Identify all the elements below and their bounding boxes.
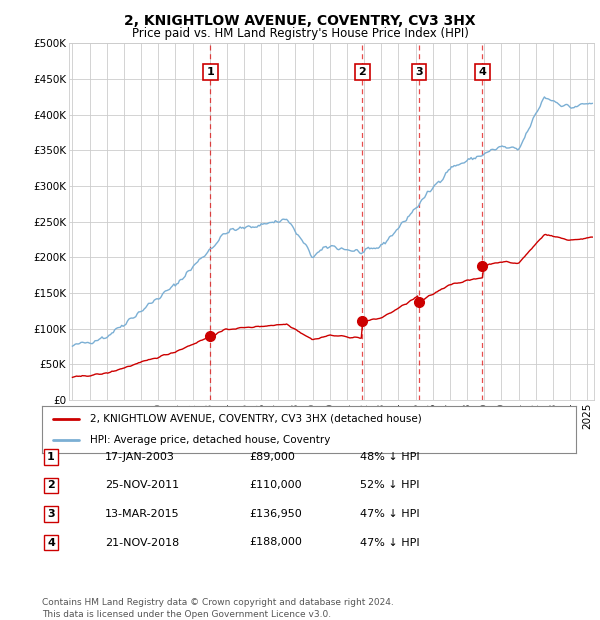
Text: 21-NOV-2018: 21-NOV-2018 <box>105 538 179 547</box>
Text: 4: 4 <box>479 67 487 77</box>
Text: 52% ↓ HPI: 52% ↓ HPI <box>360 480 419 490</box>
Text: 4: 4 <box>47 538 55 547</box>
Text: 1: 1 <box>47 452 55 462</box>
Text: Price paid vs. HM Land Registry's House Price Index (HPI): Price paid vs. HM Land Registry's House … <box>131 27 469 40</box>
Text: 2, KNIGHTLOW AVENUE, COVENTRY, CV3 3HX (detached house): 2, KNIGHTLOW AVENUE, COVENTRY, CV3 3HX (… <box>90 414 422 423</box>
Text: 2: 2 <box>47 480 55 490</box>
Text: 17-JAN-2003: 17-JAN-2003 <box>105 452 175 462</box>
Text: 3: 3 <box>415 67 423 77</box>
Text: 25-NOV-2011: 25-NOV-2011 <box>105 480 179 490</box>
Text: 47% ↓ HPI: 47% ↓ HPI <box>360 538 419 547</box>
Text: £188,000: £188,000 <box>249 538 302 547</box>
Text: 48% ↓ HPI: 48% ↓ HPI <box>360 452 419 462</box>
Text: 13-MAR-2015: 13-MAR-2015 <box>105 509 179 519</box>
Text: £110,000: £110,000 <box>249 480 302 490</box>
Text: 2: 2 <box>359 67 366 77</box>
Text: 47% ↓ HPI: 47% ↓ HPI <box>360 509 419 519</box>
Text: 2, KNIGHTLOW AVENUE, COVENTRY, CV3 3HX: 2, KNIGHTLOW AVENUE, COVENTRY, CV3 3HX <box>124 14 476 28</box>
Text: HPI: Average price, detached house, Coventry: HPI: Average price, detached house, Cove… <box>90 435 331 445</box>
Text: 1: 1 <box>206 67 214 77</box>
Text: £89,000: £89,000 <box>249 452 295 462</box>
Text: Contains HM Land Registry data © Crown copyright and database right 2024.
This d: Contains HM Land Registry data © Crown c… <box>42 598 394 619</box>
Text: £136,950: £136,950 <box>249 509 302 519</box>
Text: 3: 3 <box>47 509 55 519</box>
